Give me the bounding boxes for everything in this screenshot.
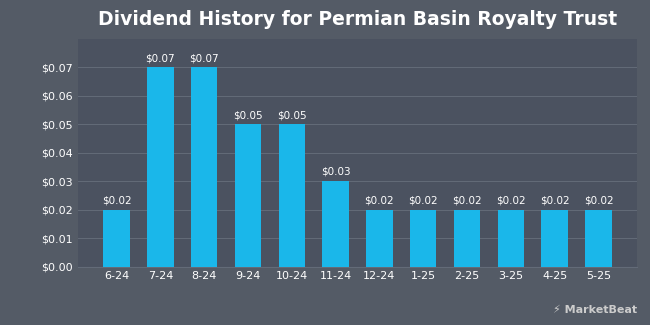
Bar (498, 210, 524, 266)
Text: $0.02: $0.02 (540, 195, 569, 205)
Text: $0.02: $0.02 (365, 195, 394, 205)
Bar (322, 181, 349, 266)
Text: $0.02: $0.02 (584, 195, 613, 205)
Bar (235, 124, 261, 266)
Text: $0.07: $0.07 (189, 53, 219, 63)
Text: $0.05: $0.05 (233, 110, 263, 120)
Bar (454, 210, 480, 266)
Bar (191, 67, 217, 266)
Text: $0.02: $0.02 (408, 195, 438, 205)
Text: $0.03: $0.03 (321, 167, 350, 177)
Title: Dividend History for Permian Basin Royalty Trust: Dividend History for Permian Basin Royal… (98, 10, 617, 29)
Bar (147, 67, 174, 266)
Bar (279, 124, 305, 266)
Bar (585, 210, 612, 266)
Bar (410, 210, 436, 266)
Text: ⚡ MarketBeat: ⚡ MarketBeat (553, 305, 637, 315)
Text: $0.07: $0.07 (146, 53, 175, 63)
Bar (366, 210, 393, 266)
Text: $0.02: $0.02 (102, 195, 131, 205)
Text: $0.02: $0.02 (452, 195, 482, 205)
Text: $0.05: $0.05 (277, 110, 307, 120)
Text: $0.02: $0.02 (496, 195, 526, 205)
Bar (103, 210, 130, 266)
Bar (541, 210, 568, 266)
